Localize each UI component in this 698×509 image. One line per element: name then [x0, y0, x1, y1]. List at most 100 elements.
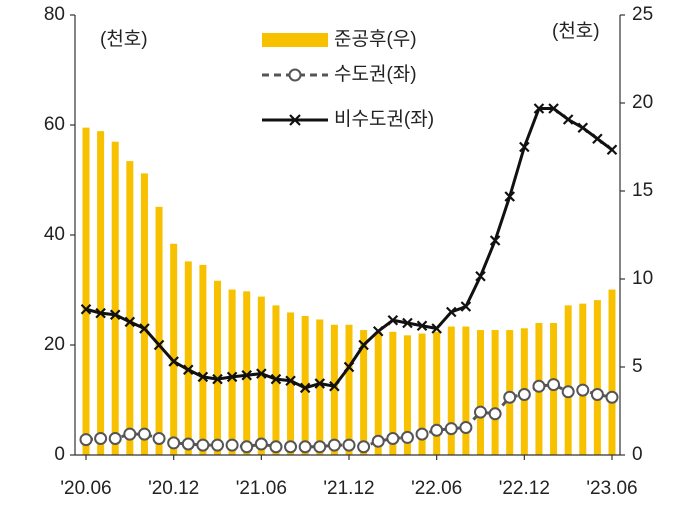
point [256, 368, 267, 379]
point [94, 432, 108, 445]
bar [447, 326, 455, 455]
point [313, 440, 327, 454]
bar [214, 280, 221, 455]
point [225, 438, 239, 452]
point [285, 375, 296, 387]
point [576, 383, 590, 397]
point [517, 388, 531, 401]
point [108, 432, 122, 445]
bar [257, 296, 265, 455]
point [197, 371, 209, 383]
x-tick-label: '22.06 [411, 478, 462, 499]
point [284, 440, 298, 454]
point [211, 438, 224, 452]
bar [97, 131, 105, 455]
legend-label: 비수도권(좌) [334, 108, 434, 130]
point [80, 303, 92, 315]
bar [579, 303, 587, 455]
point [402, 317, 413, 329]
point [504, 191, 515, 202]
bar [477, 330, 484, 455]
point [329, 380, 340, 392]
point [183, 364, 194, 376]
bar [608, 289, 616, 455]
point [547, 378, 561, 392]
point [153, 339, 165, 351]
point [562, 114, 574, 125]
point [577, 122, 589, 134]
point [606, 144, 618, 156]
point [474, 405, 487, 419]
point [358, 339, 369, 351]
point [168, 356, 179, 367]
point [415, 427, 429, 441]
bar [199, 264, 207, 455]
point [314, 378, 326, 389]
point [269, 440, 283, 454]
bar [170, 243, 178, 455]
point [212, 373, 223, 385]
y2-tick-label: 0 [632, 444, 643, 465]
bar [462, 326, 470, 455]
bar [374, 331, 382, 455]
point [270, 373, 282, 385]
point [124, 316, 136, 328]
point [400, 430, 414, 444]
legend-swatch [262, 33, 328, 47]
x-tick-label: '21.12 [323, 478, 374, 499]
bar [126, 161, 134, 455]
point [226, 371, 238, 383]
y-tick-label: 40 [44, 224, 65, 245]
point [79, 433, 93, 447]
point [240, 440, 254, 454]
left-unit: (천호) [100, 28, 148, 50]
point [372, 325, 384, 337]
point [459, 421, 473, 434]
bar [491, 330, 499, 455]
point [416, 320, 428, 332]
bar [301, 315, 309, 455]
point [152, 432, 166, 445]
point [519, 141, 530, 153]
point [605, 390, 619, 404]
bar [564, 305, 572, 455]
point [343, 361, 355, 373]
bar [316, 319, 324, 455]
point [181, 437, 195, 451]
x-tick-label: '22.12 [499, 478, 550, 499]
legend-marker [289, 114, 301, 126]
bar [403, 335, 411, 455]
point [444, 422, 458, 436]
bar [287, 312, 295, 455]
point [137, 427, 151, 441]
point [592, 133, 603, 145]
point [460, 301, 472, 312]
bar [345, 324, 353, 455]
bar [418, 333, 426, 455]
point [342, 438, 356, 452]
y2-tick-label: 20 [632, 92, 653, 113]
point [327, 438, 341, 452]
bar [593, 300, 601, 455]
point [488, 407, 502, 421]
point [357, 440, 371, 454]
point [489, 235, 501, 246]
x-tick-label: '20.06 [60, 478, 111, 499]
point [298, 440, 312, 454]
bar [243, 291, 251, 455]
y-tick-label: 60 [44, 114, 65, 135]
point [446, 306, 457, 318]
y2-tick-label: 25 [632, 4, 653, 25]
bar [140, 173, 148, 455]
legend-label: 수도권(좌) [334, 63, 417, 85]
point [123, 427, 137, 441]
point [430, 423, 444, 437]
bar [389, 331, 397, 455]
point [533, 103, 545, 114]
bar [82, 127, 90, 455]
x-tick-label: '20.12 [148, 478, 199, 499]
point [371, 434, 385, 448]
legend-label: 준공후(우) [334, 28, 417, 50]
point [387, 314, 399, 326]
